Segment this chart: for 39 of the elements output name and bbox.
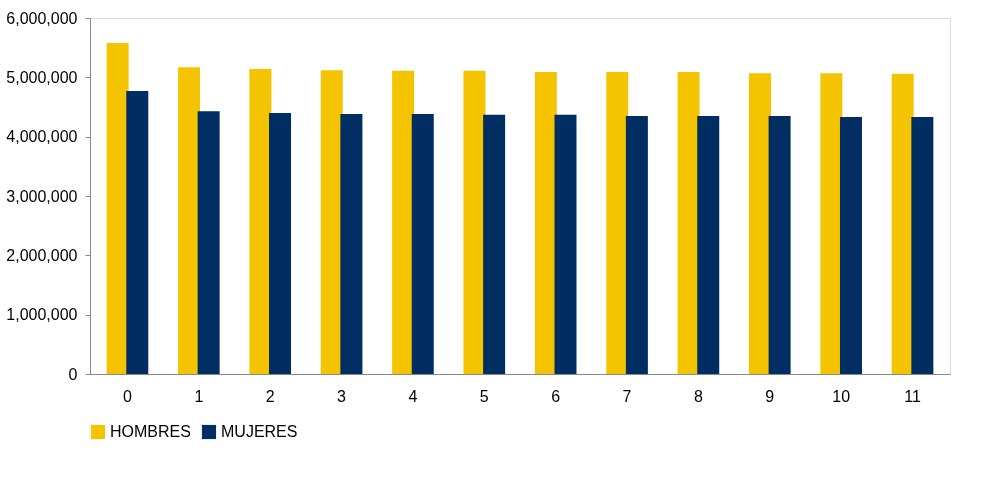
y-tick-label: 2,000,000 <box>6 246 78 264</box>
bar <box>483 114 506 374</box>
bar <box>839 117 862 374</box>
bar <box>697 115 720 374</box>
bar <box>392 70 415 374</box>
x-tick-label: 0 <box>123 387 133 405</box>
x-tick-label: 2 <box>265 387 275 405</box>
y-tick-label: 1,000,000 <box>6 306 78 324</box>
bar <box>178 67 201 374</box>
bar <box>411 114 434 374</box>
x-tick-label: 4 <box>408 387 418 405</box>
bar <box>625 115 648 374</box>
x-tick-label: 6 <box>551 387 561 405</box>
x-tick-label: 7 <box>622 387 632 405</box>
bar <box>748 73 771 374</box>
x-tick-label: 8 <box>693 387 703 405</box>
bar <box>340 114 363 374</box>
y-tick-label: 4,000,000 <box>6 128 78 146</box>
x-tick-label: 3 <box>337 387 347 405</box>
legend-label: HOMBRES <box>110 423 191 440</box>
bar <box>606 71 629 374</box>
x-tick-label: 1 <box>194 387 204 405</box>
bar <box>768 115 791 374</box>
y-tick-label: 6,000,000 <box>6 9 78 27</box>
y-tick-label: 3,000,000 <box>6 187 78 205</box>
y-tick-label: 5,000,000 <box>6 68 78 86</box>
x-tick-label: 11 <box>904 387 921 405</box>
bar <box>126 90 149 374</box>
bar <box>911 117 934 374</box>
bar <box>249 69 272 374</box>
bar <box>197 111 220 374</box>
x-tick-label: 10 <box>832 387 851 405</box>
x-tick-label: 9 <box>765 387 775 405</box>
legend-label: MUJERES <box>221 423 298 440</box>
x-tick-label: 5 <box>479 387 489 405</box>
y-tick-label: 0 <box>68 365 78 383</box>
bar <box>269 112 292 374</box>
bar <box>820 73 843 374</box>
bar <box>554 114 577 374</box>
